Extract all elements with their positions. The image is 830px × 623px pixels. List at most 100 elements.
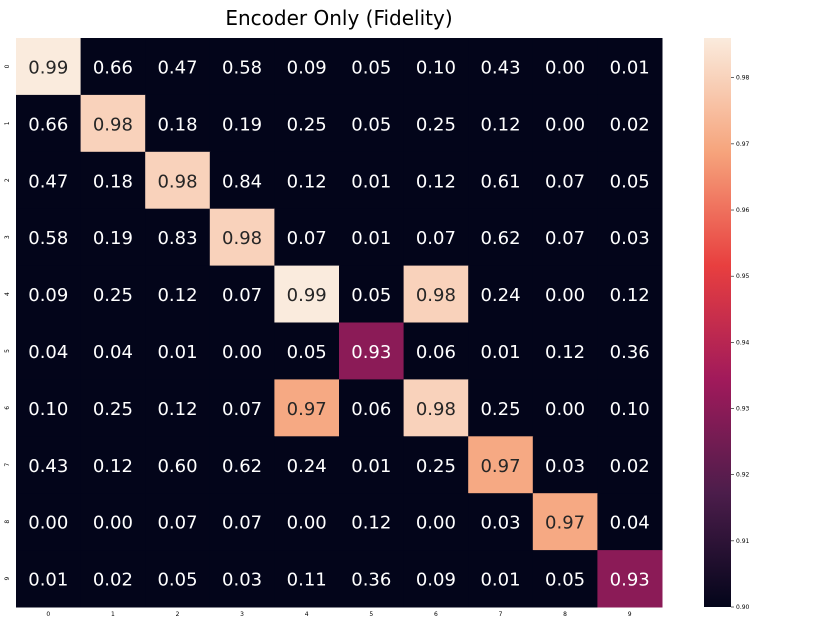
heatmap-cell	[339, 208, 405, 267]
heatmap-cell	[16, 151, 82, 210]
cell-value-label: 0.07	[416, 228, 456, 249]
cell-value-label: 0.25	[480, 399, 520, 420]
heatmap-cell	[145, 38, 211, 96]
heatmap-cell	[597, 38, 663, 96]
heatmap-cell	[16, 208, 82, 267]
heatmap-cell	[274, 322, 340, 380]
x-tick-label: 3	[240, 611, 244, 618]
heatmap-cell	[597, 208, 663, 267]
heatmap-cell	[209, 322, 275, 380]
cell-value-label: 0.01	[28, 570, 68, 591]
heatmap-cell	[145, 208, 211, 267]
cell-value-label: 0.99	[287, 285, 327, 306]
x-tick-label: 6	[434, 611, 438, 618]
x-tick-label: 7	[499, 611, 503, 618]
cell-value-label: 0.09	[287, 57, 327, 78]
heatmap-cell	[468, 322, 534, 380]
cell-value-label: 0.04	[28, 342, 68, 363]
x-tick-label: 4	[305, 611, 309, 618]
cell-value-label: 0.04	[610, 513, 650, 534]
heatmap-cell	[468, 94, 534, 153]
heatmap-cell	[468, 265, 534, 323]
cell-value-label: 0.00	[545, 285, 585, 306]
colorbar-tick-label: 0.98	[736, 75, 750, 82]
cell-value-label: 0.02	[610, 114, 650, 135]
heatmap-cell	[468, 436, 534, 494]
heatmap-cell	[16, 94, 82, 153]
cell-value-label: 0.98	[157, 171, 197, 192]
heatmap-cell	[274, 379, 340, 437]
cell-value-label: 0.05	[610, 171, 650, 192]
heatmap-cell	[597, 379, 663, 437]
y-tick-label: 6	[4, 406, 11, 410]
heatmap-cell	[80, 38, 146, 96]
cell-value-label: 0.04	[93, 342, 133, 363]
heatmap-cell	[403, 208, 469, 267]
heatmap-cell	[80, 436, 146, 494]
cell-value-label: 0.00	[416, 513, 456, 534]
heatmap-cell	[597, 436, 663, 494]
cell-value-label: 0.99	[28, 57, 68, 78]
heatmap-cell	[403, 550, 469, 608]
cell-value-label: 0.12	[157, 285, 197, 306]
x-tick-label: 9	[628, 611, 632, 618]
heatmap-cell	[80, 493, 146, 551]
y-tick-label: 4	[4, 292, 11, 296]
heatmap-cell	[468, 38, 534, 96]
heatmap-cell	[209, 208, 275, 267]
cell-value-label: 0.09	[28, 285, 68, 306]
cell-value-label: 0.61	[480, 171, 520, 192]
heatmap-cell	[403, 151, 469, 210]
cell-value-label: 0.25	[93, 285, 133, 306]
heatmap-cell	[339, 265, 405, 323]
cell-value-label: 0.02	[93, 570, 133, 591]
cell-value-label: 0.47	[28, 171, 68, 192]
colorbar-tick-label: 0.91	[736, 538, 750, 545]
heatmap-cell	[145, 265, 211, 323]
cell-value-label: 0.11	[287, 570, 327, 591]
heatmap-cell	[597, 322, 663, 380]
heatmap-cell	[274, 265, 340, 323]
x-tick-label: 1	[111, 611, 115, 618]
heatmap-cell	[274, 436, 340, 494]
cell-value-label: 0.07	[545, 228, 585, 249]
cell-value-label: 0.05	[287, 342, 327, 363]
cell-value-label: 0.12	[351, 513, 391, 534]
cell-value-label: 0.07	[545, 171, 585, 192]
cell-value-label: 0.00	[222, 342, 262, 363]
heatmap-cell	[597, 151, 663, 210]
cell-value-label: 0.05	[157, 570, 197, 591]
y-tick-label: 8	[4, 520, 11, 524]
heatmap-cell	[16, 550, 82, 608]
cell-value-label: 0.03	[222, 570, 262, 591]
heatmap-cell	[532, 493, 598, 551]
heatmap-cell	[403, 379, 469, 437]
heatmap-cell	[274, 493, 340, 551]
cell-value-label: 0.05	[351, 285, 391, 306]
heatmap-cell	[468, 379, 534, 437]
heatmap-cell	[145, 151, 211, 210]
colorbar	[704, 38, 731, 607]
heatmap-cell	[16, 38, 82, 96]
heatmap-cell	[468, 208, 534, 267]
cell-value-label: 0.66	[28, 114, 68, 135]
y-tick-label: 3	[4, 235, 11, 239]
cell-value-label: 0.01	[351, 456, 391, 477]
colorbar-tick-label: 0.92	[736, 472, 750, 479]
heatmap-cell	[80, 208, 146, 267]
cell-value-label: 0.25	[416, 456, 456, 477]
y-tick-label: 5	[4, 349, 11, 353]
cell-value-label: 0.07	[222, 285, 262, 306]
cell-value-label: 0.05	[545, 570, 585, 591]
heatmap-cell	[145, 379, 211, 437]
y-axis-ticks: 0 1 2 3 4 5 6 7 8 9	[4, 64, 11, 580]
cell-value-label: 0.19	[93, 228, 133, 249]
cell-value-label: 0.93	[351, 342, 391, 363]
heatmap-cell	[403, 493, 469, 551]
heatmap-cell	[145, 94, 211, 153]
cell-value-label: 0.47	[157, 57, 197, 78]
heatmap-cell	[532, 436, 598, 494]
cell-value-label: 0.12	[545, 342, 585, 363]
cell-value-label: 0.98	[416, 399, 456, 420]
heatmap-cell	[145, 493, 211, 551]
